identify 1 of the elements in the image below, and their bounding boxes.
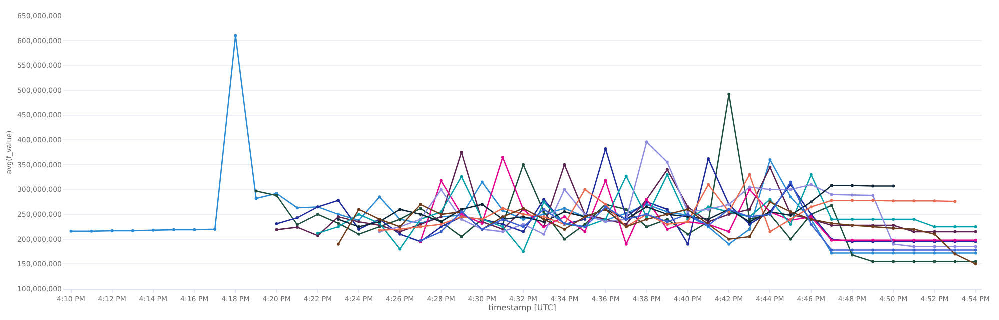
x-axis-title: timestamp [UTC] — [488, 304, 556, 312]
